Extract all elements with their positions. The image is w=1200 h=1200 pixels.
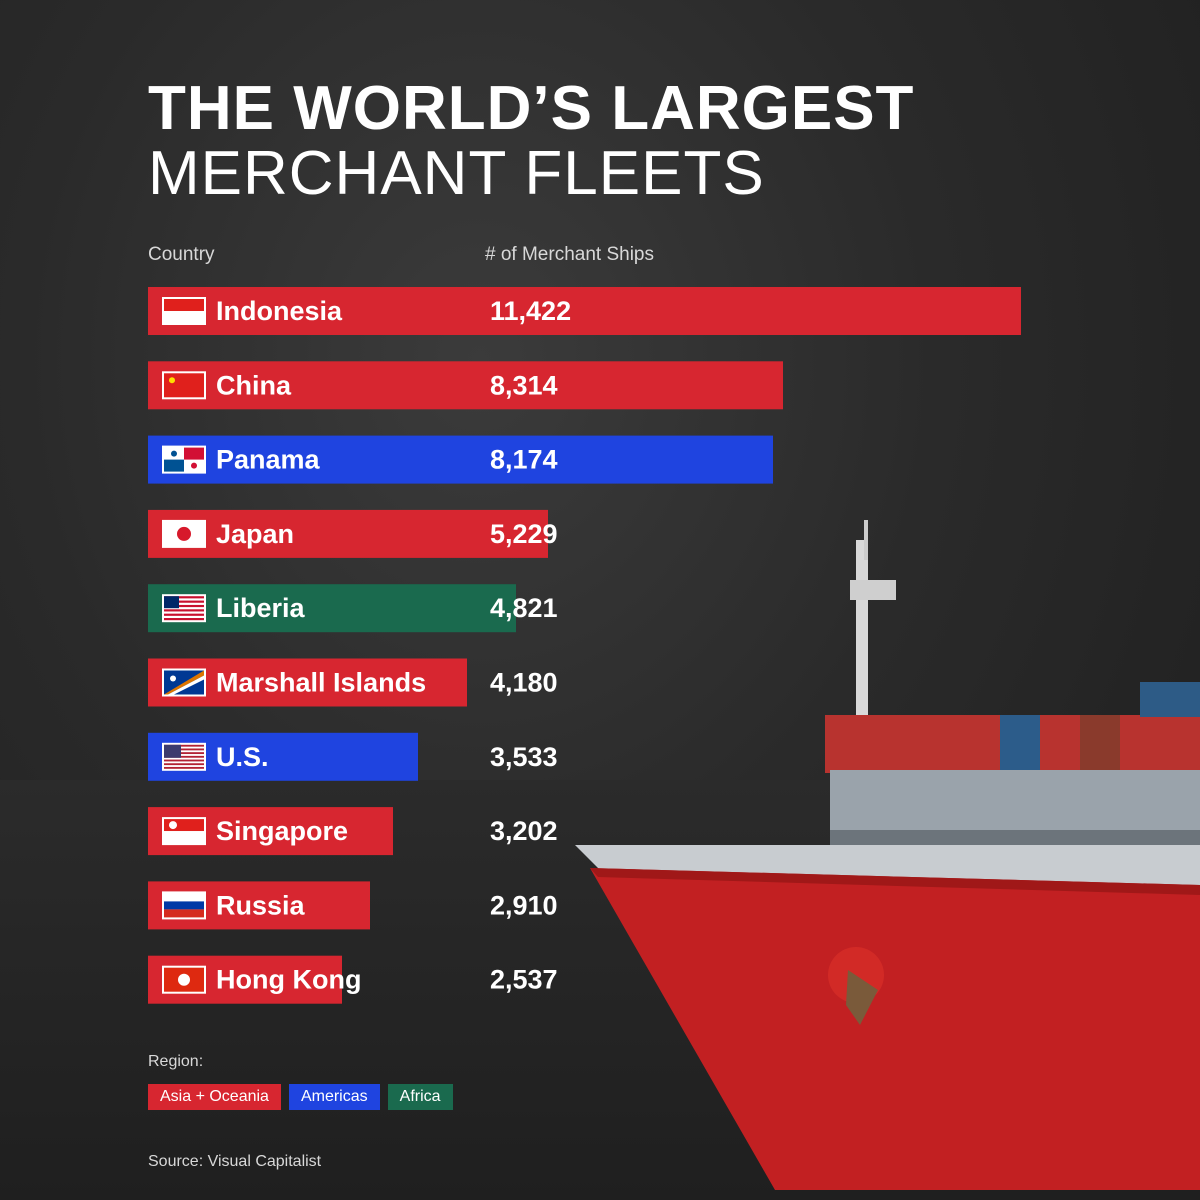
bar-group: Indonesia 11,422: [148, 287, 1021, 335]
flag-marshall-islands-icon: [162, 668, 206, 697]
bar: [148, 287, 1021, 335]
column-header-country: Country: [148, 244, 215, 265]
column-header-ships: # of Merchant Ships: [485, 244, 654, 265]
bar-group: Panama 8,174: [148, 435, 773, 484]
bar-group: Marshall Islands 4,180: [148, 658, 558, 707]
value-label: 5,229: [490, 519, 558, 549]
flag-panama-icon: [162, 445, 206, 474]
category-label: Singapore: [216, 816, 348, 846]
bar-group: Hong Kong 2,537: [148, 955, 558, 1004]
category-label: Panama: [216, 445, 321, 475]
value-label: 2,537: [490, 965, 558, 995]
bar-group: China 8,314: [148, 361, 783, 410]
flag-indonesia-icon: [162, 297, 206, 325]
bar-group: Singapore 3,202: [148, 807, 558, 856]
ship-illustration: [575, 520, 1200, 1190]
value-label: 2,910: [490, 890, 558, 920]
value-label: 4,180: [490, 668, 558, 698]
category-label: Russia: [216, 890, 306, 920]
flag-china-icon: [162, 371, 206, 400]
bar: [148, 584, 516, 633]
bar: [148, 435, 773, 484]
value-label: 4,821: [490, 593, 558, 623]
value-label: 11,422: [490, 296, 571, 326]
bar-group: U.S. 3,533: [148, 732, 558, 781]
flag-russia-icon: [162, 891, 206, 920]
flag-hong-kong-icon: [162, 965, 206, 994]
bar: [148, 361, 783, 410]
value-label: 3,202: [490, 816, 558, 846]
bar-group: Japan 5,229: [148, 509, 558, 558]
category-label: Marshall Islands: [216, 668, 426, 698]
bar-group: Liberia 4,821: [148, 584, 558, 633]
category-label: China: [216, 370, 292, 400]
bar-group: Russia 2,910: [148, 881, 558, 930]
value-label: 8,174: [490, 445, 558, 475]
category-label: Hong Kong: [216, 965, 361, 995]
legend-item-americas: Americas: [288, 1084, 380, 1110]
category-label: Liberia: [216, 593, 306, 623]
bar: [148, 509, 548, 558]
flag-singapore-icon: [162, 817, 206, 846]
legend: Asia + Oceania Americas Africa: [148, 1084, 453, 1110]
category-label: Japan: [216, 519, 294, 549]
flag-us-icon: [162, 742, 206, 771]
chart-subtitle: MERCHANT FLEETS: [148, 139, 765, 208]
flag-japan-icon: [162, 519, 206, 548]
legend-item-asia-oceania: Asia + Oceania: [148, 1084, 281, 1110]
source-note: Source: Visual Capitalist: [148, 1153, 322, 1170]
legend-item-africa: Africa: [387, 1084, 453, 1110]
flag-liberia-icon: [162, 594, 206, 623]
value-label: 8,314: [490, 370, 558, 400]
value-label: 3,533: [490, 742, 558, 772]
chart-title: THE WORLD’S LARGEST: [148, 74, 915, 143]
category-label: U.S.: [216, 742, 269, 772]
legend-title: Region:: [148, 1053, 204, 1070]
category-label: Indonesia: [216, 296, 343, 326]
